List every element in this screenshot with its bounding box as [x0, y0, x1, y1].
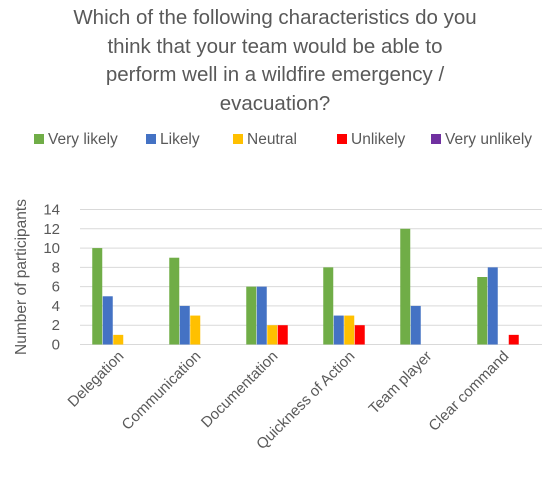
y-tick-label: 6 — [52, 279, 60, 296]
legend-swatch — [146, 134, 156, 144]
bars — [92, 228, 519, 345]
x-category-label: Team player — [366, 348, 436, 418]
bar — [113, 334, 124, 345]
chart-title-line: think that your team would be able to — [107, 35, 442, 58]
chart-title-line: evacuation? — [220, 92, 331, 115]
bar — [246, 286, 257, 345]
legend-entry: Neutral — [247, 131, 297, 148]
y-tick-label: 4 — [52, 298, 60, 315]
legend-entry: Unlikely — [351, 131, 406, 148]
legend-swatch — [233, 134, 243, 144]
x-category-label: Communication — [119, 348, 205, 434]
bar — [323, 267, 334, 345]
bar — [400, 228, 411, 345]
bar — [169, 257, 180, 345]
bar — [410, 305, 421, 345]
bar — [92, 248, 103, 345]
gridlines — [80, 209, 542, 345]
bar — [179, 305, 190, 345]
bar — [487, 267, 498, 345]
y-axis-title: Number of participants — [13, 199, 30, 355]
y-axis-ticks: 0 2 4 6 8 10 12 14 — [43, 202, 60, 354]
legend-entry: Likely — [160, 131, 200, 148]
bar — [508, 334, 519, 345]
bar — [277, 325, 288, 345]
legend-entry: Very unlikely — [445, 131, 532, 148]
chart-title-line: perform well in a wildfire emergency / — [106, 63, 445, 86]
y-tick-label: 8 — [52, 259, 60, 276]
bar — [190, 315, 201, 345]
x-category-label: Documentation — [198, 348, 281, 431]
bar — [256, 286, 267, 345]
legend-entry: Very likely — [48, 131, 118, 148]
y-tick-label: 2 — [52, 317, 60, 334]
y-tick-label: 12 — [43, 221, 60, 238]
y-tick-label: 0 — [52, 337, 60, 354]
x-category-label: Clear command — [425, 348, 512, 435]
y-tick-label: 10 — [43, 240, 60, 257]
chart-title: Which of the following characteristics d… — [73, 6, 476, 115]
legend-swatch — [431, 134, 441, 144]
x-category-label: Delegation — [65, 348, 128, 411]
chart-title-line: Which of the following characteristics d… — [73, 6, 476, 29]
chart-legend: Very likely Likely Neutral Unlikely Very unl… — [34, 131, 532, 148]
bar — [333, 315, 344, 345]
x-axis-categories: DelegationCommunicationDocumentationQuic… — [65, 348, 513, 453]
legend-swatch — [337, 134, 347, 144]
bar — [354, 325, 365, 345]
bar — [477, 277, 488, 345]
bar — [267, 325, 278, 345]
y-tick-label: 14 — [43, 202, 60, 219]
legend-swatch — [34, 134, 44, 144]
bar — [102, 296, 113, 345]
bar — [344, 315, 355, 345]
